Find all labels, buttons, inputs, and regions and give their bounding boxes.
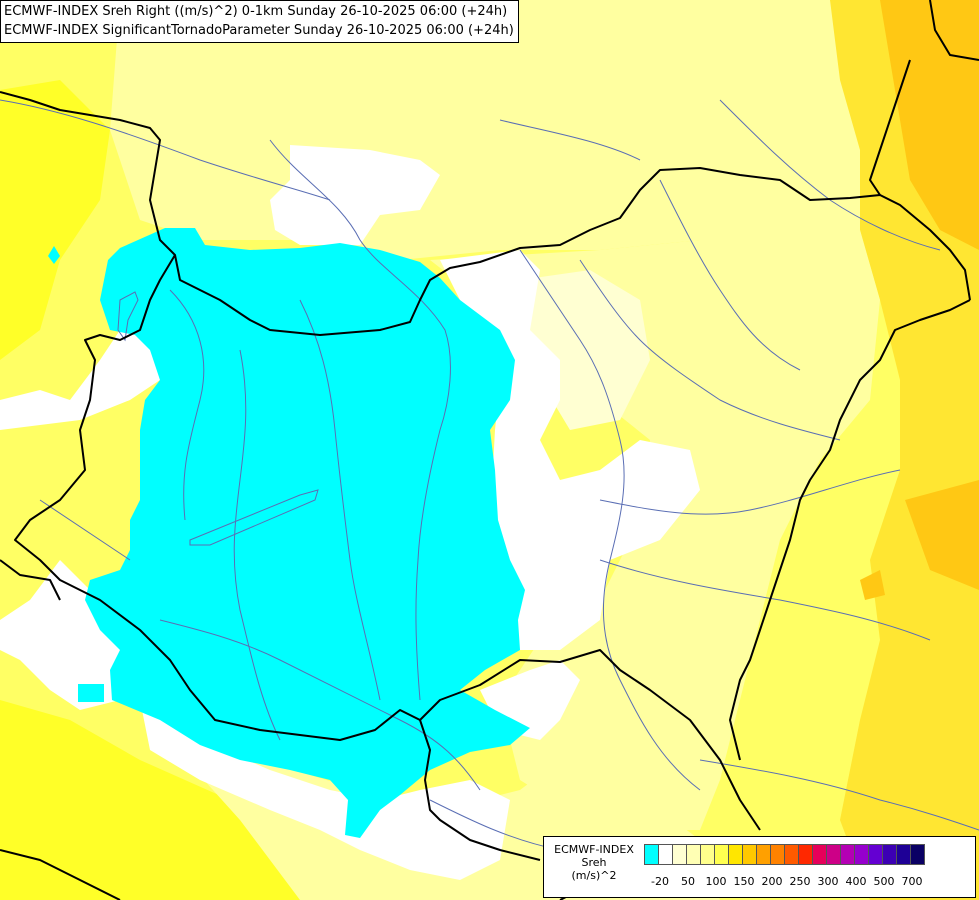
legend-swatch <box>714 844 729 865</box>
legend-swatch <box>868 844 883 865</box>
field-white-north <box>270 145 440 245</box>
field-orange-northeast <box>880 0 979 250</box>
legend-tick-label: 300 <box>817 875 839 888</box>
legend-swatches <box>644 844 925 865</box>
legend-variable: Sreh <box>581 856 607 869</box>
legend-swatch <box>840 844 855 865</box>
legend-tick-label: 150 <box>733 875 755 888</box>
field-white-south <box>140 700 510 880</box>
legend-swatch <box>728 844 743 865</box>
legend-tick-label: 500 <box>873 875 895 888</box>
legend-swatch <box>686 844 701 865</box>
legend-tick-label: 100 <box>705 875 727 888</box>
legend-swatch <box>854 844 869 865</box>
title-line-1: ECMWF-INDEX Sreh Right ((m/s)^2) 0-1km S… <box>4 4 508 19</box>
legend-swatch <box>826 844 841 865</box>
field-orange-spot <box>860 570 885 600</box>
field-cyan-islet <box>78 684 104 702</box>
legend-swatch <box>672 844 687 865</box>
legend-swatch <box>770 844 785 865</box>
field-white-west <box>0 330 160 430</box>
legend-swatch <box>658 844 673 865</box>
field-cyan-diamond <box>48 246 60 264</box>
legend-swatch <box>700 844 715 865</box>
legend-swatch <box>742 844 757 865</box>
legend-tick-label: -20 <box>651 875 669 888</box>
field-yellow-west <box>0 80 110 360</box>
legend-tick-label: 50 <box>681 875 695 888</box>
legend-swatch <box>798 844 813 865</box>
legend-unit: (m/s)^2 <box>571 869 617 882</box>
rivers <box>0 99 979 851</box>
legend-tick-label: 250 <box>789 875 811 888</box>
legend-tick-label: 400 <box>845 875 867 888</box>
legend-ticks: -20 50 100 150 200 250 300 400 500 700 <box>645 875 975 891</box>
legend-swatch <box>784 844 799 865</box>
color-legend: ECMWF-INDEX Sreh (m/s)^2 -20 50 100 150 200 2… <box>543 836 976 898</box>
legend-swatch <box>896 844 911 865</box>
legend-tick-label: 700 <box>901 875 923 888</box>
map-title-box: ECMWF-INDEX Sreh Right ((m/s)^2) 0-1km S… <box>0 0 519 43</box>
legend-swatch <box>812 844 827 865</box>
legend-caption: ECMWF-INDEX Sreh (m/s)^2 <box>546 843 642 882</box>
legend-swatch <box>910 844 925 865</box>
legend-tick-label: 200 <box>761 875 783 888</box>
legend-swatch <box>756 844 771 865</box>
legend-title: ECMWF-INDEX <box>554 843 634 856</box>
field-orange-east <box>905 480 979 590</box>
legend-swatch <box>882 844 897 865</box>
field-white-southwest <box>0 560 135 710</box>
legend-swatch <box>644 844 659 865</box>
title-line-2: ECMWF-INDEX SignificantTornadoParameter … <box>4 23 514 38</box>
